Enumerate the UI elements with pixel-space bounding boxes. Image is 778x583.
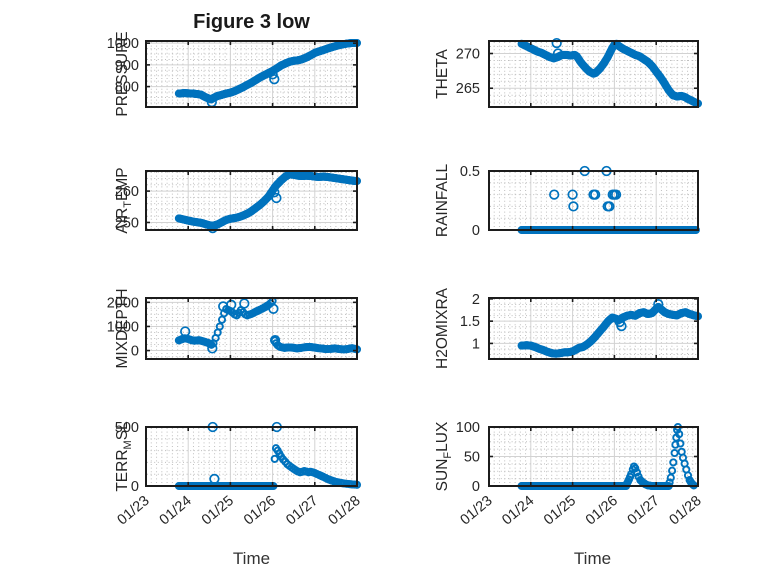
x-tick-label: 01/25 <box>199 493 237 529</box>
major-grid <box>490 428 697 485</box>
axes-box <box>145 170 358 231</box>
data-series <box>517 39 703 108</box>
x-tick-label: 01/23 <box>457 493 495 529</box>
data-series <box>174 38 362 104</box>
tick-marks <box>145 41 358 107</box>
minor-grid <box>490 172 697 229</box>
tick-marks <box>145 171 358 230</box>
y-tick-label: 260 <box>115 184 139 200</box>
ylabel-pressure: PRESSURE <box>114 31 131 116</box>
data-series <box>174 296 362 354</box>
minor-grid <box>147 299 356 358</box>
y-tick-label: 500 <box>115 420 139 436</box>
data-series <box>174 444 362 491</box>
tick-marks <box>488 170 699 231</box>
ylabel-h2omixra: H2OMIXRA <box>434 287 451 369</box>
outlier-markers <box>614 299 664 332</box>
tick-marks <box>488 41 699 107</box>
y-tick-label: 800 <box>115 80 139 96</box>
major-grid <box>530 172 657 229</box>
major-grid <box>187 428 316 485</box>
y-tick-label: 270 <box>456 47 480 63</box>
x-tick-label: 01/26 <box>583 493 621 529</box>
y-tick-label: 1000 <box>107 319 139 335</box>
subplot-h2omixra: 1 1.5 2 H2OMIXRA <box>434 287 703 369</box>
outlier-markers <box>549 165 622 212</box>
outlier-markers <box>207 187 282 234</box>
ylabel-sun_flux: SUNFLUX <box>434 421 454 491</box>
tick-marks <box>488 298 699 359</box>
figure-title: Figure 3 low <box>193 11 310 33</box>
x-tick-label: 01/24 <box>499 493 537 529</box>
y-tick-label: 1000 <box>107 36 139 52</box>
y-tick-label: 900 <box>115 58 139 74</box>
y-tick-label: 0 <box>472 223 480 239</box>
axes-box <box>488 40 699 108</box>
data-series <box>174 170 362 230</box>
x-tick-label: 01/28 <box>325 493 363 529</box>
x-tick-label: 01/25 <box>541 493 579 529</box>
x-tick-label: 01/26 <box>241 493 279 529</box>
subplot-rainfall: 0 0.5 RAINFALL <box>434 164 700 239</box>
y-tick-label: 0 <box>472 479 480 495</box>
subplot-theta: 265 270 THETA <box>434 37 703 108</box>
x-tick-label: 01/24 <box>157 493 195 529</box>
axes-box <box>488 170 699 231</box>
ylabel-mixdepth: MIXDEPTH <box>114 288 131 368</box>
axes-box <box>145 426 358 487</box>
ylabel-theta: THETA <box>434 49 451 99</box>
axes-box <box>145 297 358 360</box>
y-tick-label: 265 <box>456 81 480 97</box>
y-tick-label: 1.5 <box>460 314 480 330</box>
y-tick-label: 1 <box>472 336 480 352</box>
x-tick-label: 01/28 <box>666 493 704 529</box>
tick-marks <box>488 426 699 487</box>
y-tick-label: 2 <box>472 292 480 308</box>
outlier-markers <box>551 37 564 59</box>
xlabel-time-right: Time <box>573 549 612 568</box>
y-tick-label: 0.5 <box>460 164 480 180</box>
axes-box <box>488 297 699 360</box>
x-tick-label: 01/27 <box>283 493 321 529</box>
y-tick-label: 50 <box>464 450 480 466</box>
x-tick-label: 01/27 <box>625 493 663 529</box>
y-tick-label: 2000 <box>107 295 139 311</box>
tick-marks <box>145 298 358 359</box>
x-tick-label: 01/23 <box>114 493 152 529</box>
outlier-markers <box>180 298 281 354</box>
ylabel-air_temp: AIRTEMP <box>114 167 134 233</box>
ylabel-rainfall: RAINFALL <box>434 164 451 238</box>
y-tick-label: 0 <box>131 344 139 360</box>
tick-marks <box>145 426 358 487</box>
axes-box <box>145 40 358 108</box>
y-tick-label: 100 <box>456 420 480 436</box>
data-series <box>517 302 703 358</box>
ylabel-terr_msl: TERRMSL <box>114 421 134 492</box>
y-tick-label: 250 <box>115 215 139 231</box>
y-tick-label: 0 <box>131 479 139 495</box>
xlabel-time-left: Time <box>232 549 271 568</box>
